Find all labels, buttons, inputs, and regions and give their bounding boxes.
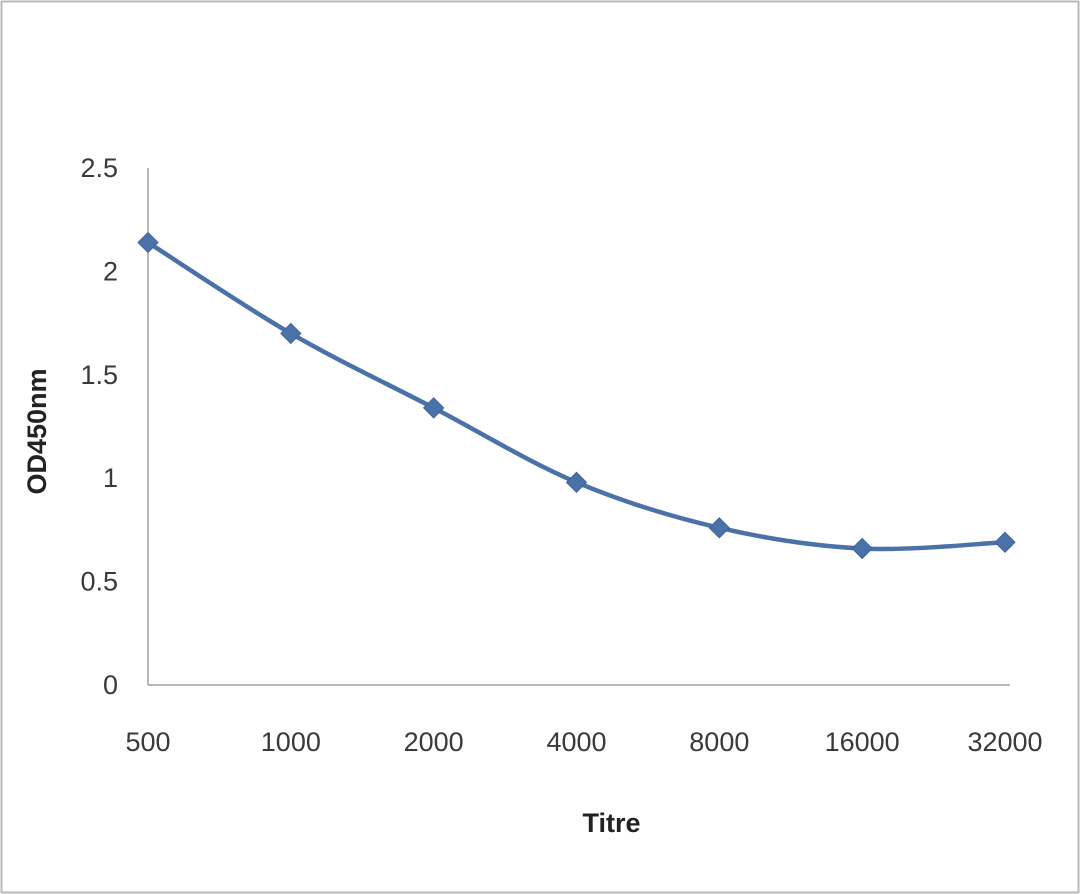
x-tick-labels: 500 1000 2000 4000 8000 16000 32000 [125, 727, 1042, 757]
y-tick-label: 1 [103, 463, 118, 493]
x-axis-title: Titre [582, 808, 640, 838]
series-line [145, 240, 1008, 552]
y-axis-title: OD450nm [22, 368, 52, 494]
data-point-marker [280, 322, 302, 345]
y-tick-label: 0.5 [80, 567, 118, 597]
y-tick-labels: 0 0.5 1 1.5 2 2.5 [80, 153, 118, 700]
data-point-marker [994, 531, 1016, 554]
y-tick-label: 2 [103, 256, 118, 286]
data-point-marker [708, 517, 731, 539]
y-tick-label: 2.5 [80, 153, 118, 183]
x-tick-label: 8000 [689, 727, 749, 757]
x-tick-label: 16000 [825, 727, 900, 757]
data-point-marker [851, 537, 873, 560]
y-tick-label: 0 [103, 670, 118, 700]
x-tick-label: 2000 [404, 727, 464, 757]
data-point-marker [565, 471, 588, 494]
x-tick-label: 4000 [546, 727, 606, 757]
x-tick-label: 500 [125, 727, 170, 757]
series-layer [137, 231, 1016, 560]
x-tick-label: 1000 [261, 727, 321, 757]
data-point-marker [422, 397, 445, 419]
x-tick-label: 32000 [967, 727, 1042, 757]
axes [147, 168, 1010, 686]
y-tick-label: 1.5 [80, 360, 118, 390]
data-point-marker [137, 231, 159, 254]
